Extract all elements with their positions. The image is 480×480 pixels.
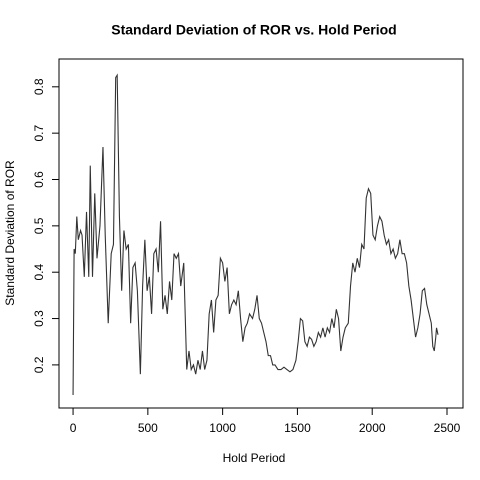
x-tick-label: 0	[70, 421, 77, 435]
data-line	[72, 73, 439, 396]
y-tick-label: 0.7	[32, 124, 46, 141]
x-tick-label: 2000	[359, 421, 386, 435]
y-tick-label: 0.8	[32, 78, 46, 95]
x-axis-label: Hold Period	[223, 451, 286, 465]
chart-title: Standard Deviation of ROR vs. Hold Perio…	[111, 22, 396, 38]
y-tick-label: 0.2	[32, 356, 46, 373]
x-tick-label: 500	[138, 421, 158, 435]
x-tick-label: 1000	[209, 421, 236, 435]
y-axis-label: Standard Deviation of ROR	[3, 160, 17, 306]
y-tick-label: 0.6	[32, 171, 46, 188]
y-tick-label: 0.4	[32, 264, 46, 281]
x-tick-label: 2500	[434, 421, 461, 435]
x-tick-label: 1500	[284, 421, 311, 435]
plot-frame	[58, 58, 464, 409]
y-tick-label: 0.3	[32, 310, 46, 327]
y-tick-label: 0.5	[32, 217, 46, 234]
